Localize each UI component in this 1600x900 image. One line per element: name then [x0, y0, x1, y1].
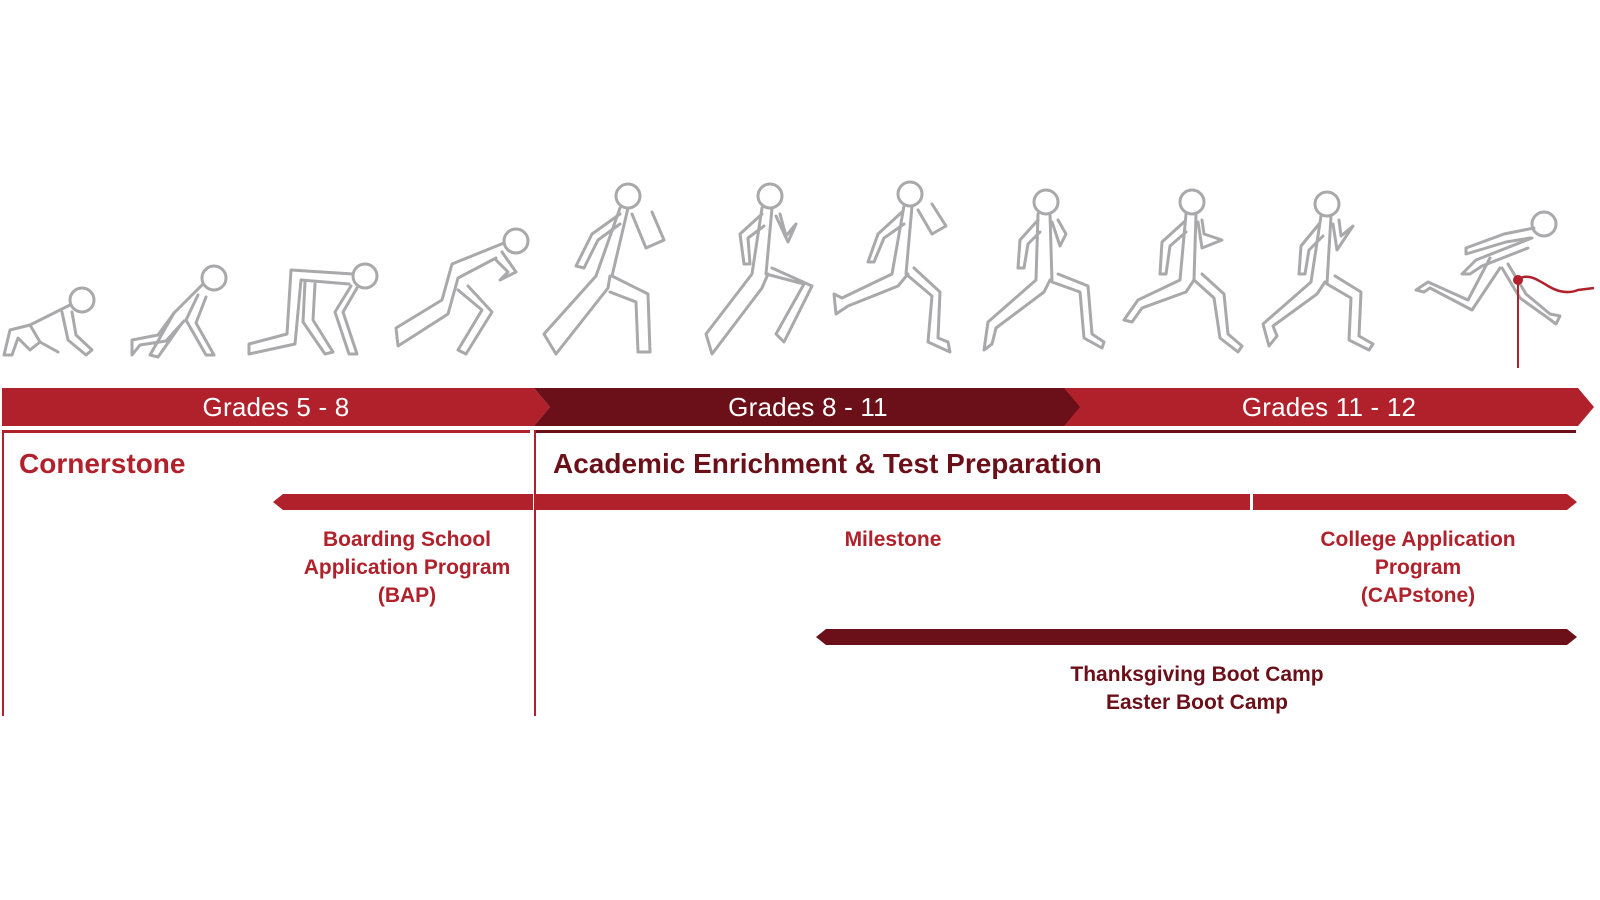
cornerstone-bracket-left: [2, 430, 4, 716]
grade-band-5-8: Grades 5 - 8: [2, 388, 552, 426]
runner-icon: [0, 280, 100, 360]
program-label-milestone: Milestone: [844, 528, 942, 551]
runner-icon: [1410, 208, 1570, 358]
bootcamp-bar: [816, 629, 1577, 645]
grade-band-11-12: Grades 11 - 12: [1064, 388, 1600, 426]
runner-icon: [978, 188, 1108, 358]
grade-band-label: Grades 11 - 12: [1241, 392, 1417, 422]
section-title-academic: Academic Enrichment & Test Preparation: [553, 448, 1102, 479]
bap-bar: [273, 494, 533, 510]
program-label-bap: Boarding School Application Program (BAP…: [303, 528, 511, 607]
runner-icon: [700, 182, 820, 359]
finish-line-ribbon-icon: [1508, 264, 1600, 374]
section-title-cornerstone: Cornerstone: [19, 448, 186, 479]
program-label-capstone: College Application Program (CAPstone): [1320, 528, 1516, 607]
grade-band-8-11: Grades 8 - 11: [534, 388, 1084, 426]
grade-band-label: Grades 5 - 8: [202, 392, 350, 422]
runner-icon: [828, 180, 958, 357]
academic-bracket-top: [534, 430, 1576, 433]
runner-icon: [245, 262, 385, 362]
runner-icon: [1255, 190, 1385, 360]
grade-band-label: Grades 8 - 11: [728, 392, 888, 422]
runner-icon: [540, 182, 670, 359]
runner-icon: [392, 227, 532, 358]
academic-bracket-left: [534, 430, 536, 716]
runner-icon: [1118, 188, 1248, 358]
runner-icon: [128, 264, 228, 360]
cornerstone-bracket-top: [2, 430, 530, 433]
program-label-bootcamp: Thanksgiving Boot Camp Easter Boot Camp: [1070, 663, 1324, 714]
capstone-bar: [1253, 494, 1577, 510]
runner-sequence: [0, 170, 1600, 380]
milestone-bar: [536, 494, 1250, 510]
